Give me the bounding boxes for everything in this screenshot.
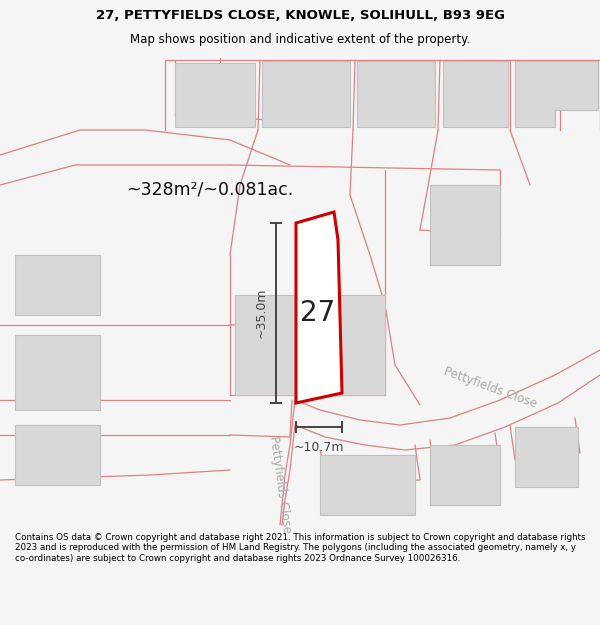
Polygon shape bbox=[296, 212, 342, 403]
Polygon shape bbox=[15, 335, 100, 410]
Polygon shape bbox=[175, 63, 255, 127]
Text: Pettyfields Close: Pettyfields Close bbox=[442, 365, 538, 411]
Text: Map shows position and indicative extent of the property.: Map shows position and indicative extent… bbox=[130, 33, 470, 46]
Polygon shape bbox=[430, 445, 500, 505]
Polygon shape bbox=[15, 425, 100, 485]
Text: ~328m²/~0.081ac.: ~328m²/~0.081ac. bbox=[127, 181, 293, 199]
Polygon shape bbox=[15, 255, 100, 315]
Polygon shape bbox=[515, 61, 598, 127]
Text: ~35.0m: ~35.0m bbox=[255, 288, 268, 338]
Text: 27, PETTYFIELDS CLOSE, KNOWLE, SOLIHULL, B93 9EG: 27, PETTYFIELDS CLOSE, KNOWLE, SOLIHULL,… bbox=[95, 9, 505, 22]
Polygon shape bbox=[515, 427, 578, 487]
Polygon shape bbox=[320, 455, 415, 515]
Polygon shape bbox=[443, 61, 508, 127]
Text: ~10.7m: ~10.7m bbox=[294, 441, 344, 454]
Polygon shape bbox=[235, 295, 385, 395]
Text: Contains OS data © Crown copyright and database right 2021. This information is : Contains OS data © Crown copyright and d… bbox=[15, 533, 586, 562]
Text: Pettyfields Close: Pettyfields Close bbox=[267, 436, 293, 534]
Polygon shape bbox=[430, 185, 500, 265]
Polygon shape bbox=[357, 61, 435, 127]
Polygon shape bbox=[262, 61, 350, 127]
Text: 27: 27 bbox=[301, 299, 335, 327]
